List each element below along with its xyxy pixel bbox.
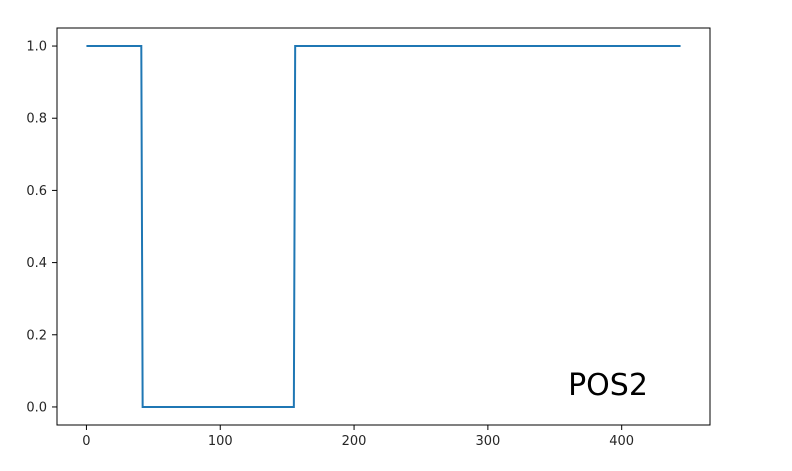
y-tick-label: 0.2 [26, 328, 47, 343]
y-tick-label: 0.4 [26, 256, 47, 271]
x-tick-label: 0 [82, 434, 90, 449]
x-tick-label: 100 [208, 434, 233, 449]
y-tick-label: 1.0 [26, 40, 47, 55]
x-tick-label: 300 [475, 434, 500, 449]
plot-frame [56, 27, 711, 426]
plot-area [56, 27, 711, 426]
y-tick-label: 0.0 [26, 400, 47, 415]
series-layer [86, 45, 681, 408]
y-tick-label: 0.8 [26, 112, 47, 127]
series-line-0 [86, 45, 681, 408]
x-tick-label: 200 [342, 434, 367, 449]
chart-annotation: POS2 [568, 368, 648, 403]
x-tick-label: 400 [609, 434, 634, 449]
x-axis: 0 100 200 300 400 [82, 425, 634, 449]
y-tick-label: 0.6 [26, 184, 47, 199]
y-axis: 0.0 0.2 0.4 0.6 0.8 1.0 [26, 40, 57, 415]
